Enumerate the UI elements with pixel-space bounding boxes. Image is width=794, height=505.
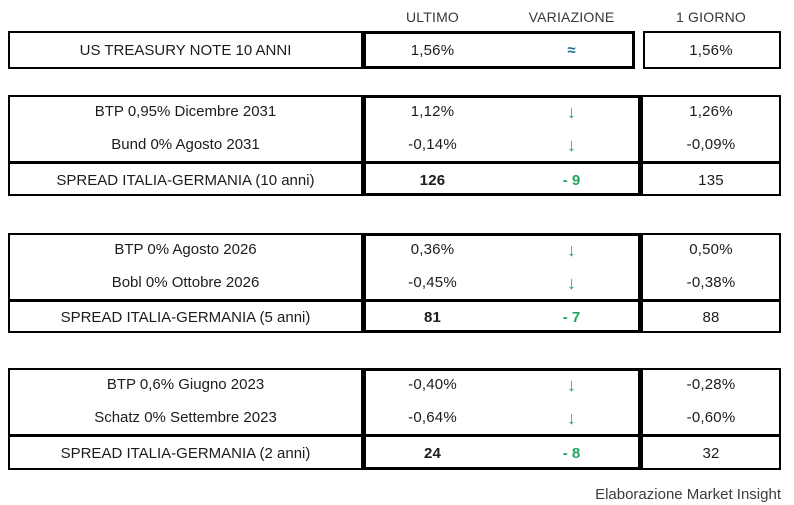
ultimo-value: 1,56% bbox=[410, 41, 455, 59]
spread-variation-value: - 8 bbox=[562, 445, 581, 462]
source-credit: Elaborazione Market Insight bbox=[595, 486, 781, 503]
giorno-value: 1,26% bbox=[689, 103, 733, 120]
table-row: Bund 0% Agosto 2031 -0,14% ↓ -0,09% bbox=[8, 128, 781, 161]
instrument-label: Bund 0% Agosto 2031 bbox=[111, 136, 260, 153]
giorno-value: -0,09% bbox=[686, 136, 736, 153]
section-5-anni: BTP 0% Agosto 2026 0,36% ↓ 0,50% Bobl 0%… bbox=[8, 233, 781, 333]
down-arrow-icon: ↓ bbox=[567, 272, 576, 293]
down-arrow-icon: ↓ bbox=[567, 407, 576, 428]
down-arrow-icon: ↓ bbox=[567, 239, 576, 260]
giorno-value: -0,28% bbox=[686, 376, 736, 393]
spread-ultimo-value: 24 bbox=[423, 445, 442, 462]
giorno-value: 1,56% bbox=[689, 41, 733, 59]
down-arrow-icon: ↓ bbox=[567, 134, 576, 155]
spread-row: SPREAD ITALIA-GERMANIA (5 anni) 81 - 7 8… bbox=[8, 299, 781, 333]
table-row: US TREASURY NOTE 10 ANNI 1,56% ≈ 1,56% bbox=[8, 31, 781, 69]
instrument-label: BTP 0,6% Giugno 2023 bbox=[106, 376, 265, 393]
table-row: BTP 0% Agosto 2026 0,36% ↓ 0,50% bbox=[8, 233, 781, 266]
table-row: Bobl 0% Ottobre 2026 -0,45% ↓ -0,38% bbox=[8, 266, 781, 299]
spread-row: SPREAD ITALIA-GERMANIA (2 anni) 24 - 8 3… bbox=[8, 434, 781, 470]
spread-row: SPREAD ITALIA-GERMANIA (10 anni) 126 - 9… bbox=[8, 161, 781, 196]
table-row: BTP 0,6% Giugno 2023 -0,40% ↓ -0,28% bbox=[8, 368, 781, 401]
giorno-value: -0,60% bbox=[686, 409, 736, 426]
spread-ultimo-value: 81 bbox=[423, 309, 442, 326]
spread-variation-value: - 7 bbox=[562, 309, 581, 326]
section-10-anni: BTP 0,95% Dicembre 2031 1,12% ↓ 1,26% Bu… bbox=[8, 95, 781, 196]
instrument-label: US TREASURY NOTE 10 ANNI bbox=[79, 41, 292, 59]
ultimo-value: -0,64% bbox=[408, 409, 457, 426]
ultimo-value: 0,36% bbox=[410, 241, 455, 258]
ultimo-value: -0,45% bbox=[408, 274, 457, 291]
ultimo-value: 1,12% bbox=[410, 103, 455, 120]
column-header-variazione: VARIAZIONE bbox=[528, 9, 615, 25]
spread-giorno-value: 88 bbox=[702, 309, 720, 326]
giorno-value: -0,38% bbox=[686, 274, 736, 291]
instrument-label: BTP 0,95% Dicembre 2031 bbox=[94, 103, 277, 120]
giorno-value: 0,50% bbox=[689, 241, 733, 258]
instrument-label: Bobl 0% Ottobre 2026 bbox=[111, 274, 260, 291]
spread-ultimo-value: 126 bbox=[419, 171, 446, 189]
section-2-anni: BTP 0,6% Giugno 2023 -0,40% ↓ -0,28% Sch… bbox=[8, 368, 781, 470]
down-arrow-icon: ↓ bbox=[567, 101, 576, 122]
spread-variation-value: - 9 bbox=[562, 171, 581, 189]
table-row: BTP 0,95% Dicembre 2031 1,12% ↓ 1,26% bbox=[8, 95, 781, 128]
spread-giorno-value: 135 bbox=[698, 171, 724, 189]
flat-variation-icon: ≈ bbox=[567, 41, 576, 59]
column-header-ultimo: ULTIMO bbox=[405, 9, 460, 25]
spread-giorno-value: 32 bbox=[702, 445, 720, 462]
section-us-treasury: US TREASURY NOTE 10 ANNI 1,56% ≈ 1,56% bbox=[8, 31, 781, 69]
ultimo-value: -0,40% bbox=[408, 376, 457, 393]
spread-label: SPREAD ITALIA-GERMANIA (10 anni) bbox=[56, 171, 315, 189]
column-header-1-giorno: 1 GIORNO bbox=[675, 9, 747, 25]
table-row: Schatz 0% Settembre 2023 -0,64% ↓ -0,60% bbox=[8, 401, 781, 434]
instrument-label: BTP 0% Agosto 2026 bbox=[114, 241, 257, 258]
down-arrow-icon: ↓ bbox=[567, 374, 576, 395]
spread-label: SPREAD ITALIA-GERMANIA (2 anni) bbox=[60, 445, 311, 462]
ultimo-value: -0,14% bbox=[408, 136, 457, 153]
instrument-label: Schatz 0% Settembre 2023 bbox=[94, 409, 277, 426]
spread-label: SPREAD ITALIA-GERMANIA (5 anni) bbox=[60, 309, 311, 326]
